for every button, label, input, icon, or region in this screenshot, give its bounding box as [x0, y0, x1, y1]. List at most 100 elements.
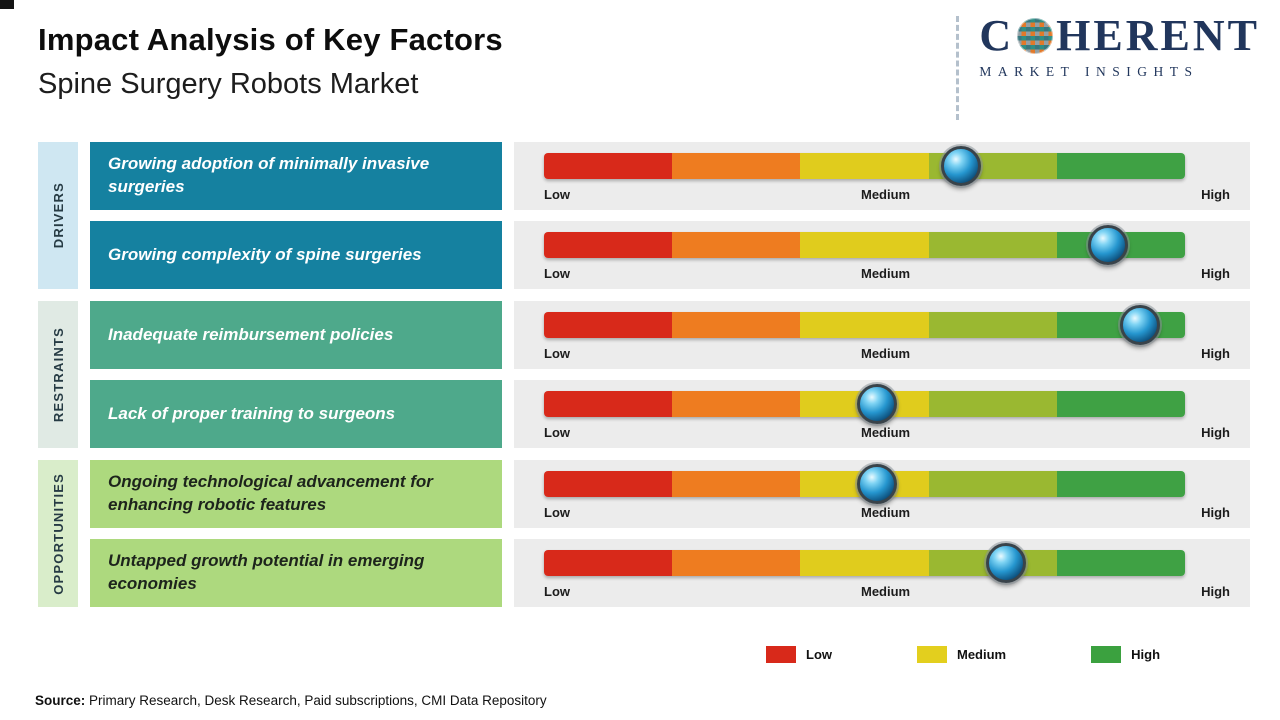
- impact-marker-sphere-icon: [857, 464, 898, 504]
- factor-box: Growing complexity of spine surgeries: [90, 221, 502, 289]
- impact-bar-row: Low Medium High: [514, 142, 1250, 210]
- page-subtitle: Spine Surgery Robots Market: [38, 68, 419, 100]
- scale-label-low: Low: [544, 187, 570, 202]
- bar-segment-2: [672, 232, 801, 258]
- source-label: Source:: [35, 693, 86, 708]
- scale-label-high: High: [1201, 346, 1230, 361]
- bar-segment-4: [928, 232, 1057, 258]
- factor-box: Growing adoption of minimally invasive s…: [90, 142, 502, 210]
- logo-separator-dashed-line: [956, 16, 960, 120]
- scale-label-low: Low: [544, 266, 570, 281]
- scale-label-medium: Medium: [860, 584, 911, 599]
- bar-segment-5: [1056, 550, 1185, 576]
- source-text: Primary Research, Desk Research, Paid su…: [85, 693, 547, 708]
- logo-block: C HERENT MARKET INSIGHTS: [956, 14, 1260, 120]
- brand-tagline: MARKET INSIGHTS: [979, 64, 1199, 79]
- impact-rows: DRIVERS Growing adoption of minimally inv…: [38, 142, 1250, 619]
- scale-labels: Low Medium High: [544, 505, 1230, 520]
- impact-track-wrap: [544, 384, 1185, 424]
- impact-gradient-bar: [544, 471, 1185, 497]
- source-note: Source: Primary Research, Desk Research,…: [35, 693, 547, 708]
- factor-text: Inadequate reimbursement policies: [108, 324, 394, 344]
- factor-text: Growing adoption of minimally invasive s…: [108, 154, 430, 196]
- corner-accent: [0, 0, 14, 9]
- impact-marker-sphere-icon: [985, 543, 1026, 583]
- impact-gradient-bar: [544, 153, 1185, 179]
- factor-text: Growing complexity of spine surgeries: [108, 244, 422, 264]
- factor-text: Ongoing technological advancement for en…: [108, 472, 433, 514]
- company-logo: C HERENT MARKET INSIGHTS: [979, 14, 1260, 80]
- legend-swatch-low: [766, 646, 796, 663]
- factor-box: Untapped growth potential in emerging ec…: [90, 539, 502, 607]
- legend-item-medium: Medium: [917, 646, 1006, 663]
- legend: Low Medium High: [766, 646, 1160, 663]
- scale-label-high: High: [1201, 505, 1230, 520]
- bar-segment-4: [928, 391, 1057, 417]
- factor-text: Lack of proper training to surgeons: [108, 403, 396, 423]
- impact-gradient-bar: [544, 312, 1185, 338]
- impact-marker-sphere-icon: [940, 146, 981, 186]
- scale-label-medium: Medium: [860, 425, 911, 440]
- category-label: DRIVERS: [50, 182, 66, 249]
- category-label-strip: RESTRAINTS: [38, 301, 78, 448]
- scale-label-low: Low: [544, 584, 570, 599]
- scale-label-high: High: [1201, 584, 1230, 599]
- scale-labels: Low Medium High: [544, 425, 1230, 440]
- impact-bar-row: Low Medium High: [514, 221, 1250, 289]
- bar-segment-1: [544, 391, 673, 417]
- scale-label-low: Low: [544, 346, 570, 361]
- bar-segment-1: [544, 312, 673, 338]
- bar-segment-5: [1056, 153, 1185, 179]
- bar-segment-4: [928, 312, 1057, 338]
- factor-box: Ongoing technological advancement for en…: [90, 460, 502, 528]
- legend-swatch-medium: [917, 646, 947, 663]
- impact-bar-row: Low Medium High: [514, 539, 1250, 607]
- title-block: Impact Analysis of Key Factors Spine Sur…: [38, 22, 503, 101]
- legend-item-high: High: [1091, 646, 1160, 663]
- impact-track-wrap: [544, 543, 1185, 583]
- bar-segment-1: [544, 153, 673, 179]
- bar-segment-5: [1056, 471, 1185, 497]
- bar-segment-5: [1056, 391, 1185, 417]
- scale-label-high: High: [1201, 425, 1230, 440]
- impact-track-wrap: [544, 146, 1185, 186]
- brand-wordmark: C HERENT: [979, 14, 1260, 58]
- legend-label: Medium: [957, 647, 1007, 662]
- factor-text: Untapped growth potential in emerging ec…: [108, 551, 425, 593]
- bar-segment-1: [544, 471, 673, 497]
- legend-label: High: [1131, 647, 1161, 662]
- impact-gradient-bar: [544, 550, 1185, 576]
- scale-label-medium: Medium: [860, 187, 911, 202]
- mosaic-globe-icon: [1017, 18, 1054, 54]
- impact-track-wrap: [544, 225, 1185, 265]
- category-label-strip: OPPORTUNITIES: [38, 460, 78, 607]
- legend-item-low: Low: [766, 646, 832, 663]
- category-section-drivers: DRIVERS Growing adoption of minimally inv…: [38, 142, 1250, 289]
- scale-label-high: High: [1201, 187, 1230, 202]
- impact-bar-row: Low Medium High: [514, 301, 1250, 369]
- impact-bar-row: Low Medium High: [514, 460, 1250, 528]
- scale-labels: Low Medium High: [544, 266, 1230, 281]
- scale-labels: Low Medium High: [544, 187, 1230, 202]
- scale-label-low: Low: [544, 505, 570, 520]
- scale-label-high: High: [1201, 266, 1230, 281]
- impact-marker-sphere-icon: [857, 384, 898, 424]
- bar-segment-3: [800, 312, 929, 338]
- legend-swatch-high: [1091, 646, 1122, 663]
- bar-segment-1: [544, 550, 673, 576]
- header: Impact Analysis of Key Factors Spine Sur…: [38, 14, 1260, 120]
- scale-label-medium: Medium: [860, 266, 911, 281]
- category-label: OPPORTUNITIES: [50, 472, 66, 595]
- category-section-opportunities: OPPORTUNITIES Ongoing technological advan…: [38, 460, 1250, 607]
- impact-track-wrap: [544, 464, 1185, 504]
- legend-label: Low: [806, 647, 832, 662]
- scale-label-medium: Medium: [860, 346, 911, 361]
- bar-segment-2: [672, 550, 801, 576]
- scale-labels: Low Medium High: [544, 584, 1230, 599]
- category-section-restraints: RESTRAINTS Inadequate reimbursement polic…: [38, 301, 1250, 448]
- brand-letters-herent: HERENT: [1056, 11, 1260, 60]
- bar-segment-2: [672, 312, 801, 338]
- brand-letter-c: C: [979, 11, 1015, 60]
- scale-labels: Low Medium High: [544, 346, 1230, 361]
